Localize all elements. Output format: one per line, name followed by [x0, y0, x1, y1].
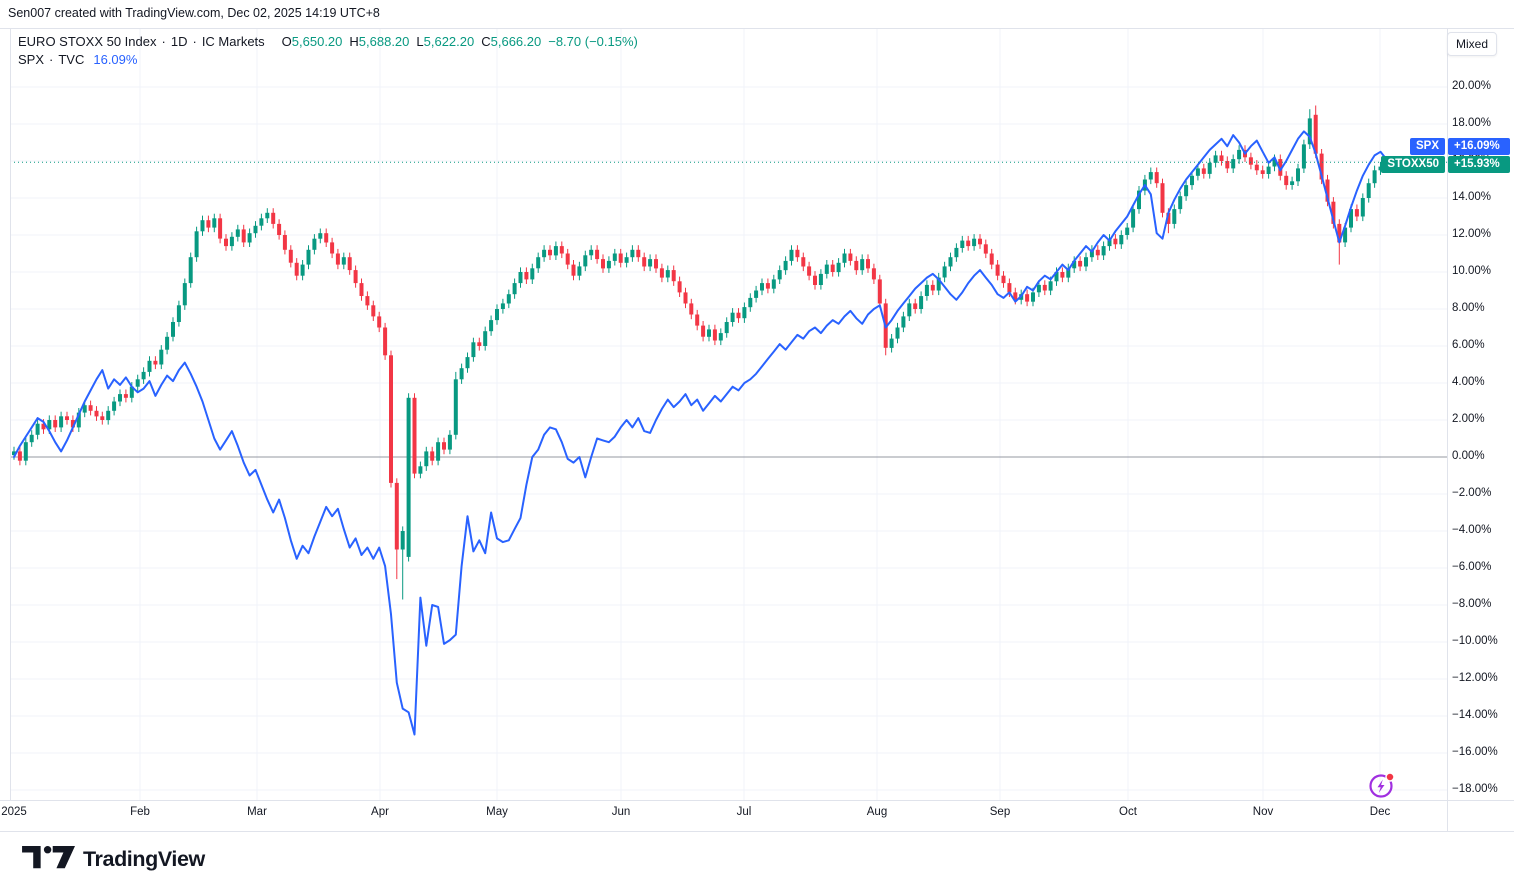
price-scale-label: −10.00%	[1452, 635, 1498, 647]
legend-symbol-row[interactable]: EURO STOXX 50 Index · 1D · IC Markets O5,650.…	[18, 33, 638, 50]
time-axis-label: May	[486, 806, 508, 818]
header-separator	[0, 28, 1514, 29]
price-scale-label: 2.00%	[1452, 413, 1485, 425]
legend: EURO STOXX 50 Index · 1D · IC Markets O5,650.…	[18, 33, 638, 68]
compare-value: 16.09%	[93, 52, 138, 67]
time-axis-label: Nov	[1252, 806, 1274, 818]
price-scale-label: −14.00%	[1452, 709, 1498, 721]
candlestick-series	[12, 105, 1389, 600]
time-axis-label: Sep	[989, 806, 1011, 818]
price-scale-border	[1447, 28, 1448, 831]
price-scale-label: 14.00%	[1452, 191, 1492, 203]
ohlc-label: C	[481, 34, 491, 49]
symbol-interval: 1D	[170, 34, 188, 49]
symbol-change: −8.70 (−0.15%)	[548, 34, 638, 49]
symbol-exchange: IC Markets	[201, 34, 265, 49]
time-axis-label: Oct	[1119, 806, 1137, 818]
price-scale-label: 18.00%	[1452, 117, 1492, 129]
price-scale-label: 6.00%	[1452, 339, 1485, 351]
tradingview-logo[interactable]: TradingView	[22, 845, 205, 873]
price-scale-label: −12.00%	[1452, 672, 1498, 684]
ohlc-value: 5,622.20	[423, 34, 475, 49]
ohlc-label: L	[416, 34, 424, 49]
time-axis-label: Feb	[130, 806, 150, 818]
time-axis-label: Mar	[247, 806, 267, 818]
time-axis-separator	[0, 800, 1514, 801]
stoxx50-price-value: +15.93%	[1448, 156, 1510, 173]
price-scale-label: 12.00%	[1452, 228, 1492, 240]
ohlc-value: 5,650.20	[291, 34, 343, 49]
tradingview-wordmark: TradingView	[83, 846, 205, 871]
price-scale-label: 8.00%	[1452, 302, 1485, 314]
time-axis-label: Aug	[866, 806, 888, 818]
time-axis-label: Apr	[371, 806, 389, 818]
symbol-name: EURO STOXX 50 Index	[18, 34, 157, 49]
price-scale-label: 20.00%	[1452, 80, 1492, 92]
ohlc-value: 5,666.20	[490, 34, 542, 49]
legend-compare-row[interactable]: SPX · TVC 16.09%	[18, 51, 638, 68]
price-scale-label: −4.00%	[1452, 524, 1492, 536]
price-scale-label: −8.00%	[1452, 598, 1492, 610]
ohlc-label: H	[349, 34, 359, 49]
time-axis-label: Dec	[1369, 806, 1391, 818]
price-scale-label: −16.00%	[1452, 746, 1498, 758]
stoxx50-price-tag: STOXX50	[1381, 156, 1445, 173]
compare-name: SPX	[18, 52, 45, 67]
legend-separator: ·	[192, 34, 197, 49]
time-axis-label: Jun	[611, 806, 631, 818]
notification-dot	[1385, 772, 1395, 782]
price-scale-label: −2.00%	[1452, 487, 1492, 499]
mixed-scale-button[interactable]: Mixed	[1447, 32, 1497, 56]
price-scale-label: −18.00%	[1452, 783, 1498, 795]
time-axis-label: Jul	[736, 806, 752, 818]
price-scale-label: −6.00%	[1452, 561, 1492, 573]
ohlc-values: O5,650.20 H5,688.20 L5,622.20 C5,666.20	[275, 34, 542, 49]
pane-left-border	[10, 28, 11, 800]
legend-separator: ·	[161, 34, 166, 49]
legend-separator: ·	[49, 52, 54, 67]
ohlc-label: O	[281, 34, 292, 49]
price-scale-label: 10.00%	[1452, 265, 1492, 277]
spx-price-tag: SPX	[1409, 138, 1445, 155]
price-scale-label: 0.00%	[1452, 450, 1485, 462]
spx-price-value: +16.09%	[1448, 138, 1510, 155]
price-scale-label: 4.00%	[1452, 376, 1485, 388]
ohlc-value: 5,688.20	[358, 34, 410, 49]
tradingview-logomark-icon	[22, 846, 75, 869]
compare-exchange: TVC	[58, 52, 85, 67]
attribution-text: Sen007 created with TradingView.com, Dec…	[8, 6, 380, 20]
footer-separator	[0, 831, 1514, 832]
grid-lines	[10, 28, 1447, 800]
spx-line-series	[13, 130, 1388, 736]
lightning-icon	[1369, 772, 1395, 798]
time-axis-label: 2025	[1, 806, 27, 818]
events-icon-button[interactable]	[1368, 771, 1396, 799]
